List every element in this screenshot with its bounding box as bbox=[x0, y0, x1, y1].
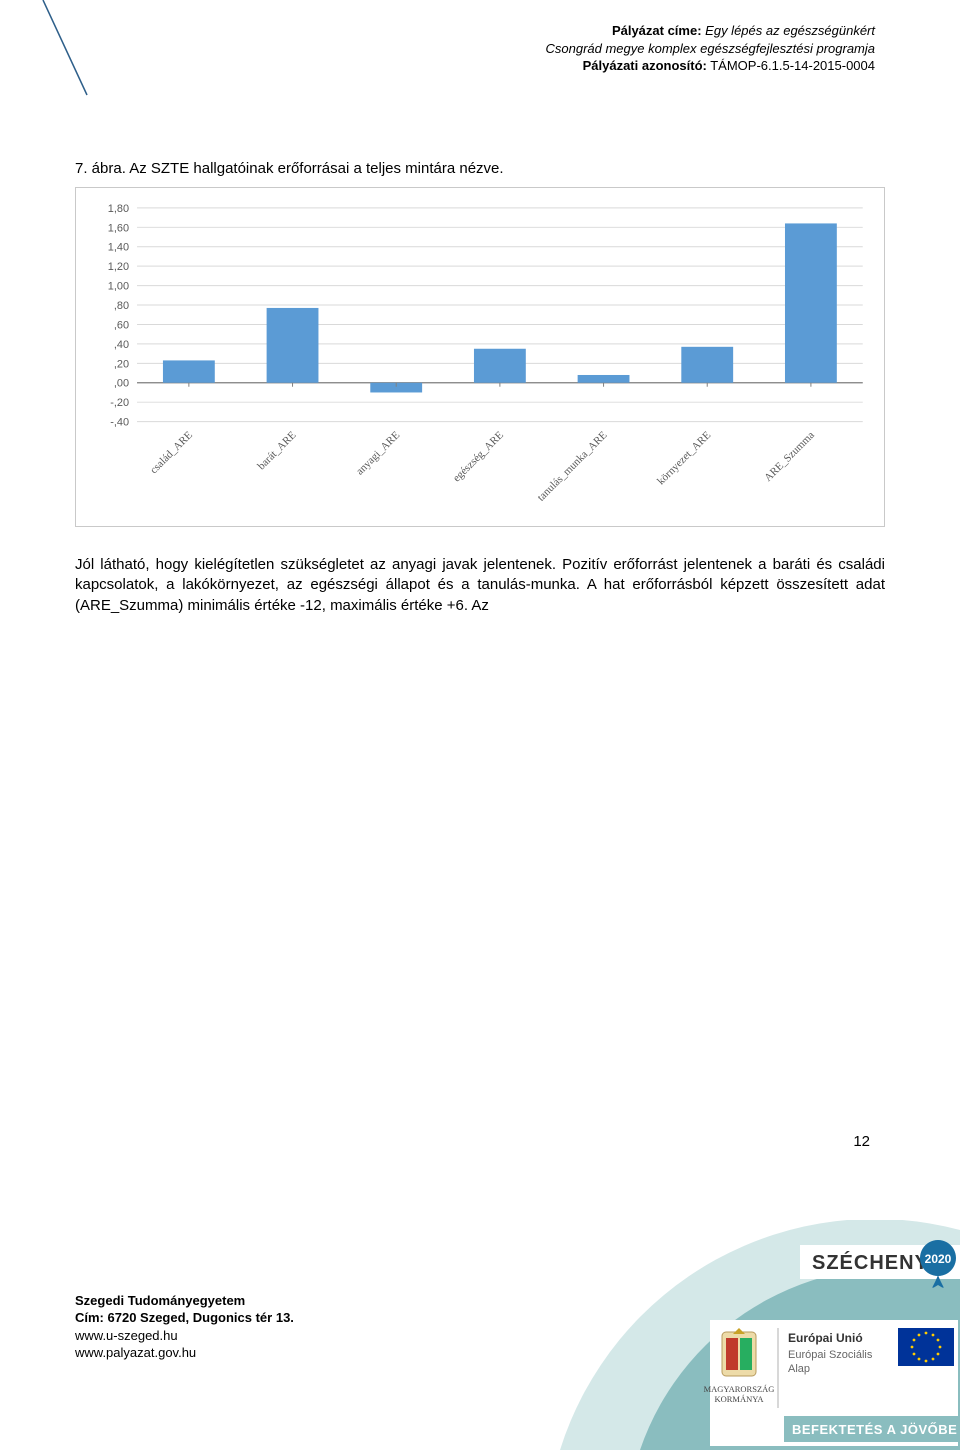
svg-text:1,40: 1,40 bbox=[108, 242, 129, 254]
szechenyi-text: SZÉCHENYI bbox=[812, 1251, 935, 1274]
main-content: 7. ábra. Az SZTE hallgatóinak erőforrása… bbox=[75, 160, 885, 616]
svg-text:2020: 2020 bbox=[925, 1252, 952, 1266]
svg-text:-,40: -,40 bbox=[110, 417, 129, 429]
svg-text:család_ARE: család_ARE bbox=[148, 429, 195, 476]
svg-text:1,80: 1,80 bbox=[108, 203, 129, 215]
mk-text-bottom: KORMÁNYA bbox=[714, 1394, 764, 1404]
svg-text:egészség_ARE: egészség_ARE bbox=[451, 429, 506, 484]
header-line1-value: Egy lépés az egészségünkért bbox=[705, 23, 875, 38]
bar-chart-svg: -,40 -,20 ,00 ,20 ,40 ,60 ,80 1,00 1,20 1,40 1,60 1… bbox=[76, 188, 884, 526]
svg-text:barát_ARE: barát_ARE bbox=[255, 429, 298, 472]
header-line-3: Pályázati azonosító: TÁMOP-6.1.5-14-2015… bbox=[546, 57, 876, 75]
svg-text:1,00: 1,00 bbox=[108, 281, 129, 293]
svg-text:,80: ,80 bbox=[114, 300, 129, 312]
svg-text:ARE_Szumma: ARE_Szumma bbox=[762, 429, 817, 484]
header-line3-label: Pályázati azonosító: bbox=[583, 58, 707, 73]
header-line3-value: TÁMOP-6.1.5-14-2015-0004 bbox=[710, 58, 875, 73]
svg-text:1,20: 1,20 bbox=[108, 261, 129, 273]
corner-decor-line bbox=[35, 0, 95, 100]
footer-url-2: www.palyazat.gov.hu bbox=[75, 1344, 294, 1362]
slogan-text: BEFEKTETÉS A JÖVŐBE bbox=[792, 1422, 957, 1437]
eu-flag-icon bbox=[898, 1328, 954, 1366]
footer-logo-cluster: SZÉCHENYI 2020 MAGYARORSZÁG KORMÁNYA bbox=[560, 1220, 960, 1450]
header-block: Pályázat címe: Egy lépés az egészségünké… bbox=[546, 22, 876, 75]
eu-line2: Európai Szociális bbox=[788, 1349, 873, 1361]
svg-text:,20: ,20 bbox=[114, 358, 129, 370]
svg-text:,60: ,60 bbox=[114, 319, 129, 331]
svg-text:1,60: 1,60 bbox=[108, 222, 129, 234]
svg-text:anyagi_ARE: anyagi_ARE bbox=[354, 429, 403, 478]
svg-text:,00: ,00 bbox=[114, 378, 129, 390]
svg-text:,40: ,40 bbox=[114, 339, 129, 351]
svg-text:tanulás_munka_ARE: tanulás_munka_ARE bbox=[535, 429, 610, 504]
hungary-coat-of-arms-icon bbox=[722, 1328, 756, 1376]
mk-text-top: MAGYARORSZÁG bbox=[704, 1384, 775, 1394]
eu-line3: Alap bbox=[788, 1363, 810, 1375]
page-number: 12 bbox=[853, 1133, 870, 1150]
eu-line1: Európai Unió bbox=[788, 1331, 863, 1345]
header-line-1: Pályázat címe: Egy lépés az egészségünké… bbox=[546, 22, 876, 40]
header-line-2: Csongrád megye komplex egészségfejleszté… bbox=[546, 40, 876, 58]
svg-text:-,20: -,20 bbox=[110, 397, 129, 409]
footer-left: Szegedi Tudományegyetem Cím: 6720 Szeged… bbox=[75, 1292, 294, 1362]
figure-title: 7. ábra. Az SZTE hallgatóinak erőforrása… bbox=[75, 160, 885, 177]
svg-text:környezet_ARE: környezet_ARE bbox=[655, 429, 713, 487]
body-paragraph: Jól látható, hogy kielégítetlen szükségl… bbox=[75, 555, 885, 616]
footer-address: Cím: 6720 Szeged, Dugonics tér 13. bbox=[75, 1309, 294, 1327]
footer-logo-svg: SZÉCHENYI 2020 MAGYARORSZÁG KORMÁNYA bbox=[560, 1220, 960, 1450]
footer-institution: Szegedi Tudományegyetem bbox=[75, 1292, 294, 1310]
bar-chart: -,40 -,20 ,00 ,20 ,40 ,60 ,80 1,00 1,20 1,40 1,60 1… bbox=[75, 187, 885, 527]
footer-url-1: www.u-szeged.hu bbox=[75, 1327, 294, 1345]
header-line1-label: Pályázat címe: bbox=[612, 23, 702, 38]
